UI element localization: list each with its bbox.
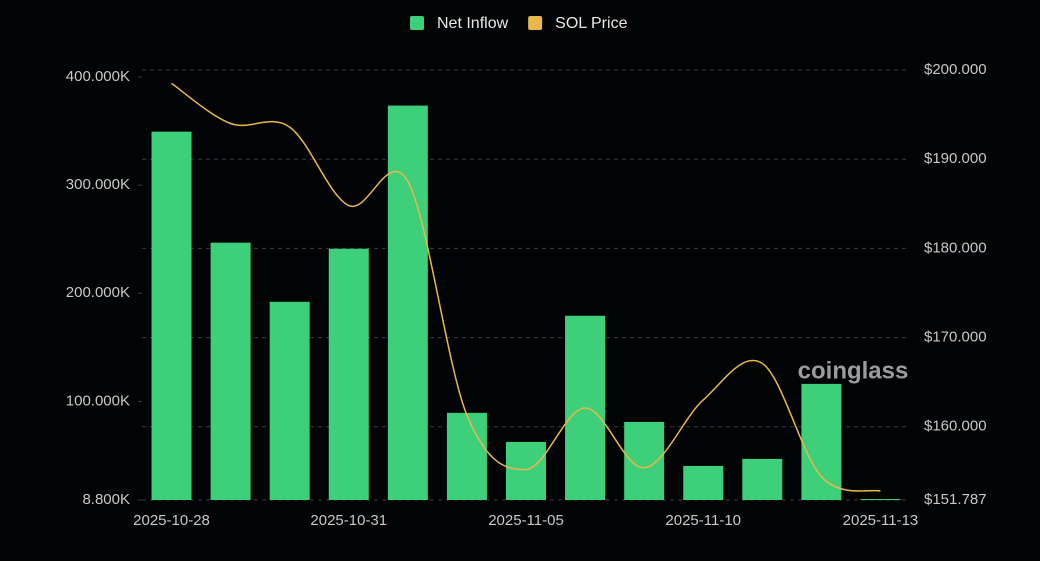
y-tick-label: 300.000K <box>66 176 130 193</box>
x-tick-label: 2025-10-28 <box>133 512 210 529</box>
bar <box>506 441 546 500</box>
bar <box>742 458 783 500</box>
x-tick-label: 2025-10-31 <box>310 512 387 529</box>
x-tick-label: 2025-11-13 <box>843 512 919 529</box>
y2-tick-label: $160.000 <box>924 418 987 435</box>
x-tick-label: 2025-11-05 <box>488 512 564 529</box>
bar <box>210 242 251 500</box>
y2-tick-label: $180.000 <box>924 239 987 256</box>
legend-swatch <box>410 16 424 30</box>
y-tick-label: 200.000K <box>66 284 130 301</box>
x-tick-label: 2025-11-10 <box>665 512 741 529</box>
bar <box>269 301 310 500</box>
bar <box>328 248 369 500</box>
legend-swatch <box>528 16 543 30</box>
legend-label: SOL Price <box>555 15 627 32</box>
bar <box>860 499 901 501</box>
y-tick-label: 8.800K <box>82 491 130 508</box>
y2-tick-label: $190.000 <box>924 150 987 167</box>
price-line <box>171 82 881 492</box>
y-tick-label: 400.000K <box>66 68 130 85</box>
y2-tick-label: $151.787 <box>924 491 987 508</box>
bar <box>624 421 665 500</box>
bar <box>446 412 487 500</box>
bar <box>801 383 842 500</box>
y2-tick-label: $200.000 <box>924 61 987 78</box>
bar <box>683 465 724 500</box>
legend-label: Net Inflow <box>437 15 509 32</box>
bar <box>151 131 192 500</box>
bar <box>387 105 428 501</box>
y-tick-label: 100.000K <box>66 392 130 409</box>
watermark: coinglass <box>798 357 909 384</box>
y2-tick-label: $170.000 <box>924 329 987 346</box>
